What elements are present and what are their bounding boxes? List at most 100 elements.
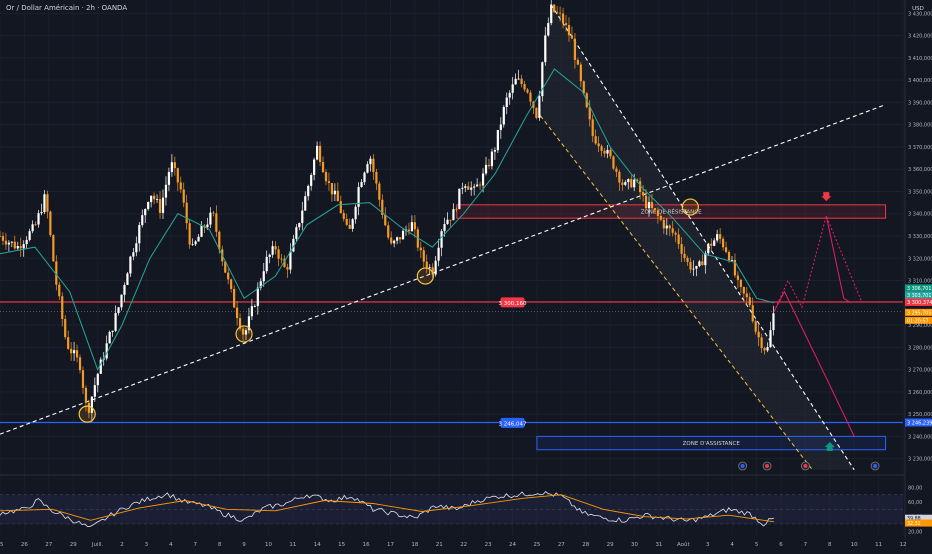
candle-body [772,313,775,331]
candle-body [310,175,313,186]
candle-body [618,171,621,183]
candle-body [517,78,520,80]
candle-body [150,195,153,203]
channel-fill [540,4,855,470]
candle-body [692,268,695,270]
candle-body [230,279,233,289]
candle-body [173,162,176,169]
candle-body [713,240,716,246]
candle-body [719,234,722,239]
candle-body [419,247,422,251]
candle-body [277,249,280,259]
candle-body [40,212,43,214]
candle-body [680,244,683,254]
candle-body [612,156,615,169]
time-tick-label: 12 [900,542,907,548]
candle-body [138,225,141,244]
candle-body [567,25,571,36]
sell-arrow-icon [821,192,832,202]
time-tick-label: 27 [45,542,52,548]
candle-body [25,239,28,245]
candle-body [499,124,502,131]
candle-body [144,209,147,216]
oscillator-badge-text: 39,88 [907,516,921,522]
time-tick-label: 21 [436,542,443,548]
time-axis-background [0,537,905,550]
time-tick-label: 18 [411,542,418,548]
candle-body [535,107,538,118]
candle-body [710,243,713,246]
candle-body [704,253,707,266]
candle-body [197,236,200,242]
candle-body [757,331,760,338]
candle-body [126,273,129,286]
candle-body [707,243,710,254]
candle-body [615,168,618,172]
price-tick-label: 3 430,000 [908,11,932,17]
time-tick-label: 30 [631,542,638,548]
candle-body [597,143,600,147]
buy-arrow-icon [824,441,835,451]
candle-body [301,210,304,224]
candle-body [215,213,218,232]
candle-body [561,13,565,24]
candle-body [591,119,594,137]
time-tick-label: 27 [558,542,565,548]
candle-body [81,370,85,388]
candle-body [641,192,645,196]
candle-body [413,222,416,230]
candle-body [292,238,295,252]
candle-body [582,81,585,94]
candle-body [443,224,446,232]
candles[interactable] [0,0,775,422]
event-icon-dot [765,464,770,468]
price-tick-label: 3 420,000 [908,34,932,40]
candle-body [7,242,10,245]
candle-body [108,331,111,344]
candle-body [123,285,126,295]
candle-body [67,337,70,349]
candle-body [16,246,19,249]
candle-body [283,258,286,268]
time-tick-label: 8 [828,542,832,548]
swing-point-circle [78,405,96,423]
candle-body [526,89,529,93]
candle-body [289,251,292,270]
candle-body [147,202,150,210]
candle-body [639,181,642,193]
oscillator-pane [0,491,903,528]
candle-body [179,182,182,190]
candle-body [422,250,425,262]
candle-body [449,219,452,221]
time-tick-label: 25 [533,542,540,548]
currency-label: USD [912,6,924,12]
candle-body [520,78,523,85]
moving-average-line [0,68,775,371]
price-tick-label: 3 310,000 [908,279,932,285]
candle-body [464,186,467,188]
chart-title: Or / Dollar Américain · 2h · OANDA [6,4,128,12]
candle-body [760,337,763,349]
candle-body [262,271,265,282]
candle-body [650,202,654,209]
candle-body [751,305,754,322]
candle-body [410,222,414,232]
candle-body [327,181,331,184]
candle-body [621,182,624,185]
candle-body [247,316,251,331]
candle-body [573,38,577,60]
time-tick-label: 10 [851,542,858,548]
candle-body [363,172,366,183]
price-tick-label: 3 400,000 [908,78,932,84]
candle-body [579,64,582,82]
price-axis-background [905,0,932,550]
level-tag [500,417,525,428]
candle-body [114,313,117,331]
time-tick-label: 14 [314,542,321,548]
level-price-badge [905,418,932,427]
candle-body [120,294,123,308]
candle-body [440,231,443,248]
candle-body [550,4,553,24]
